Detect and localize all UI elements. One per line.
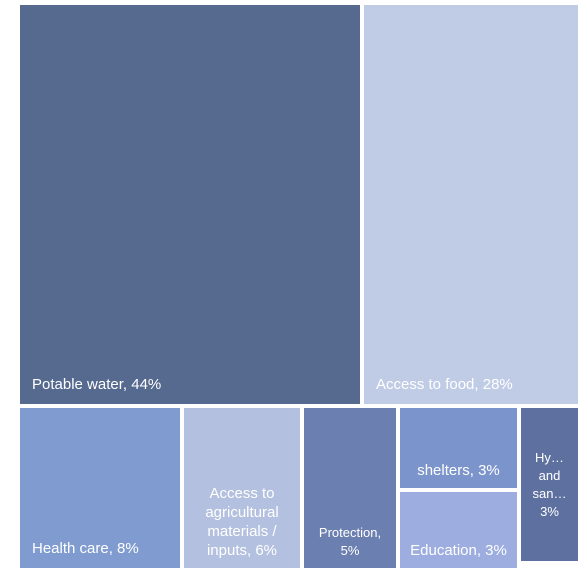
tile-potable-water: Potable water, 44% [20, 5, 360, 404]
tile-label-hygiene-sanitation: Hy… and san… 3% [532, 449, 567, 519]
tile-agricultural-inputs: Access to agricultural materials / input… [184, 408, 300, 568]
tile-label-education: Education, 3% [410, 542, 507, 559]
tile-label-access-to-food: Access to food, 28% [376, 376, 513, 393]
tile-education: Education, 3% [400, 492, 517, 568]
tile-label-shelters: shelters, 3% [417, 462, 500, 479]
tile-health-care: Health care, 8% [20, 408, 180, 568]
tile-hygiene-sanitation: Hy… and san… 3% [521, 408, 578, 561]
tile-label-health-care: Health care, 8% [32, 540, 139, 557]
tile-protection: Protection, 5% [304, 408, 396, 568]
tile-label-agricultural-inputs: Access to agricultural materials / input… [205, 485, 279, 559]
tile-label-potable-water: Potable water, 44% [32, 376, 162, 393]
tile-label-protection: Protection, 5% [318, 525, 382, 558]
tile-access-to-food: Access to food, 28% [364, 5, 578, 404]
tile-shelters: shelters, 3% [400, 408, 517, 488]
